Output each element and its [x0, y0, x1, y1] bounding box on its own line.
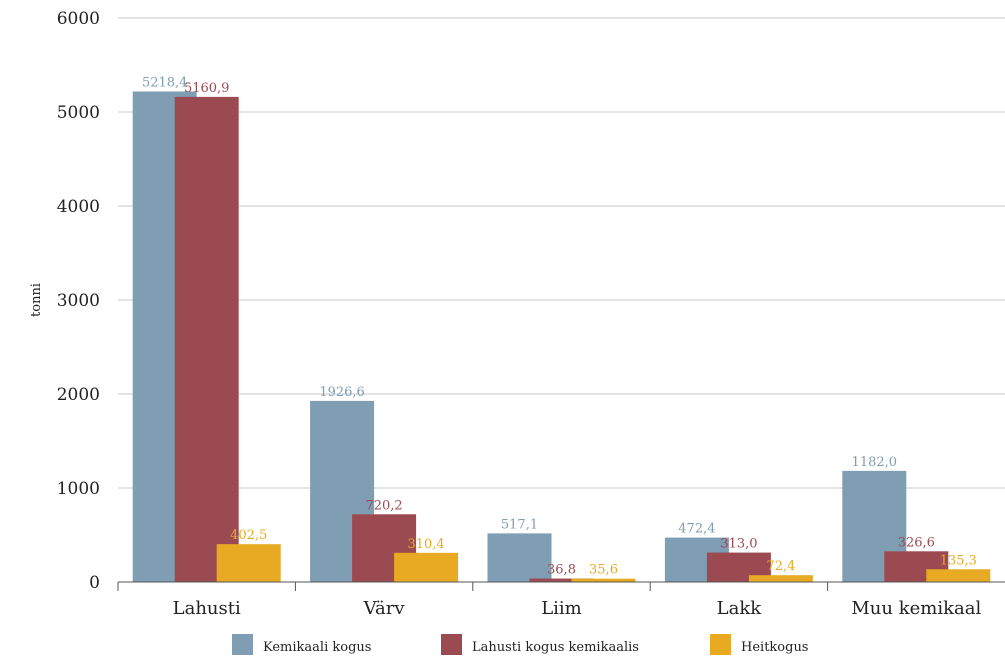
y-axis-label: tonni	[29, 283, 44, 317]
legend-item: Kemikaali kogus	[232, 634, 371, 655]
data-label: 402,5	[230, 528, 267, 543]
data-label: 36,8	[547, 563, 576, 578]
legend: Kemikaali kogus Lahusti kogus kemikaalis H…	[232, 634, 808, 655]
bar	[926, 569, 991, 582]
bar	[748, 575, 813, 582]
bar	[394, 552, 459, 582]
data-label: 720,2	[365, 498, 402, 513]
bar	[216, 544, 281, 582]
x-tick-label: Muu kemikaal	[851, 598, 981, 619]
legend-swatch	[710, 634, 731, 655]
legend-label: Lahusti kogus kemikaalis	[472, 640, 639, 655]
x-tick-label: Lakk	[717, 598, 763, 619]
legend-item: Lahusti kogus kemikaalis	[441, 634, 639, 655]
data-label: 5160,9	[184, 81, 230, 96]
data-label: 35,6	[589, 563, 618, 578]
data-label: 313,0	[720, 537, 757, 552]
data-label: 517,1	[501, 517, 538, 532]
axes: 0 1000 2000 3000 4000 5000 6000 Lahusti Värv Liim…	[57, 9, 1005, 619]
legend-label: Kemikaali kogus	[263, 640, 371, 655]
x-tick-label: Värv	[363, 598, 406, 619]
data-label: 72,4	[766, 559, 795, 574]
bar	[487, 533, 552, 582]
y-tick-label: 2000	[57, 385, 100, 405]
legend-swatch	[232, 634, 253, 655]
x-tick-label: Liim	[541, 598, 582, 619]
bar	[174, 96, 239, 582]
bar	[571, 578, 636, 582]
data-label: 1182,0	[852, 455, 898, 470]
legend-swatch	[441, 634, 462, 655]
y-tick-label: 5000	[57, 103, 100, 123]
data-label: 310,4	[407, 537, 444, 552]
y-tick-label: 3000	[57, 291, 100, 311]
data-label: 135,3	[940, 553, 977, 568]
data-label: 5218,4	[142, 75, 188, 90]
data-label: 326,6	[898, 535, 935, 550]
y-tick-label: 0	[89, 573, 100, 593]
bar	[529, 578, 594, 582]
legend-label: Heitkogus	[741, 640, 808, 655]
bars	[132, 91, 991, 582]
x-tick-label: Lahusti	[173, 598, 241, 619]
legend-item: Heitkogus	[710, 634, 808, 655]
grid-lines	[118, 17, 1005, 489]
y-tick-label: 6000	[57, 9, 100, 29]
y-tick-label: 1000	[57, 479, 100, 499]
y-tick-label: 4000	[57, 197, 100, 217]
data-label: 1926,6	[319, 385, 365, 400]
data-label: 472,4	[678, 522, 715, 537]
